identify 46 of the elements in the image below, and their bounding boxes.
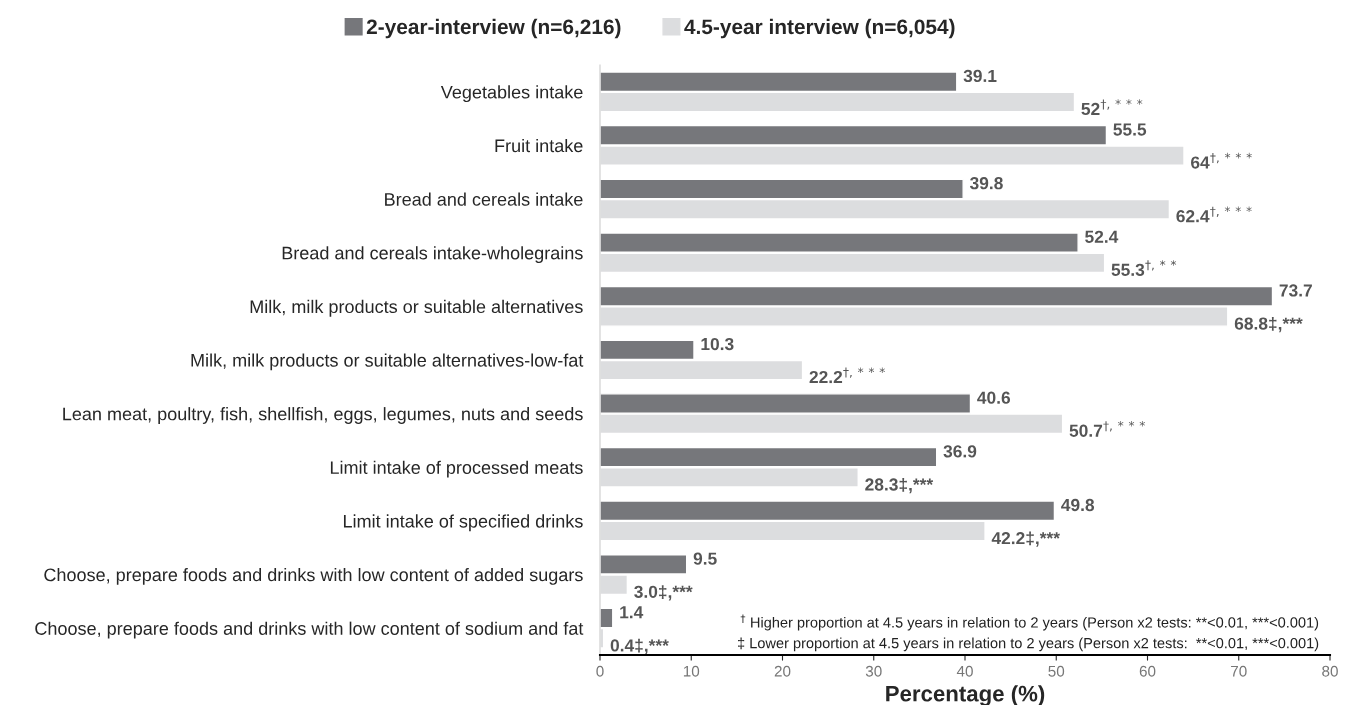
data-label: 22.2$^{†,***}$ <box>809 367 885 384</box>
data-label: 64$^{†,***}$ <box>1191 152 1252 169</box>
data-label: 40.6 <box>977 391 1011 404</box>
y-tick-label: Milk, milk products or suitable alternatives-low-fat <box>191 353 584 371</box>
data-label: 55.5 <box>1113 123 1147 136</box>
y-tick-label: Choose, prepare foods and drinks with low content of added sugars <box>44 568 583 585</box>
annotation: $^{†}$ Higher proportion at 4.5 years in relation to 2 years (Person x2 tests: **<0.01, ***<0.001) <box>740 614 1319 631</box>
x-tick-label: 60 <box>1139 665 1156 677</box>
data-label: 0.4‡,*** <box>610 638 669 655</box>
data-label: 39.1 <box>963 69 997 83</box>
y-tick-label: Choose, prepare foods and drinks with low content of sodium and fat <box>35 621 584 639</box>
y-tick-label: Fruit intake <box>495 138 583 153</box>
x-tick-label: 70 <box>1231 665 1247 677</box>
data-label: 52.4 <box>1085 230 1119 243</box>
data-label: 55.3$^{†,**}$ <box>1111 260 1177 276</box>
data-label: 1.4 <box>620 606 644 619</box>
legend-label: 4.5-year interview (n=6,054) <box>684 18 955 39</box>
annotation: ‡ Lower proportion at 4.5 years in relation to 2 years (Person x2 tests: **<0.01, ***<0.001) <box>738 637 1319 652</box>
data-label: 39.8 <box>969 177 1003 190</box>
data-label: 52$^{†,***}$ <box>1081 99 1143 116</box>
data-label: 68.8‡,*** <box>1234 316 1303 333</box>
x-tick-label: 10 <box>683 665 700 677</box>
x-tick-label: 30 <box>865 665 882 677</box>
y-tick-label: Vegetables intake <box>440 85 583 103</box>
data-label: 3.0‡,*** <box>634 585 693 601</box>
y-tick-label: Limit intake of specified drinks <box>343 514 583 532</box>
data-label: 36.9 <box>943 445 977 458</box>
data-label: 9.5 <box>693 552 717 565</box>
data-label: 50.7$^{†,***}$ <box>1069 421 1145 437</box>
x-tick-label: 0 <box>596 665 604 677</box>
x-tick-label: 80 <box>1322 665 1338 677</box>
y-tick-label: Milk, milk products or suitable alternatives <box>250 299 583 317</box>
y-tick-label: Limit intake of processed meats <box>330 460 583 478</box>
data-label: 49.8 <box>1061 498 1095 512</box>
y-tick-label: Bread and cereals intake <box>385 192 583 206</box>
x-tick-label: 20 <box>774 665 791 677</box>
legend-label: 2-year-interview (n=6,216) <box>366 18 621 39</box>
data-label: 73.7 <box>1279 284 1312 297</box>
x-tick-label: 40 <box>956 665 973 677</box>
y-tick-label: Bread and cereals intake-wholegrains <box>282 246 583 264</box>
data-label: 28.3‡,*** <box>865 477 934 494</box>
y-tick-label: Lean meat, poultry, fish, shellfish, eggs, legumes, nuts and seeds <box>63 407 583 424</box>
data-label: 42.2‡,*** <box>991 531 1060 547</box>
data-label: 62.4$^{†,***}$ <box>1176 206 1252 223</box>
x-tick-label: 50 <box>1048 665 1065 677</box>
data-label: 10.3 <box>701 337 734 351</box>
